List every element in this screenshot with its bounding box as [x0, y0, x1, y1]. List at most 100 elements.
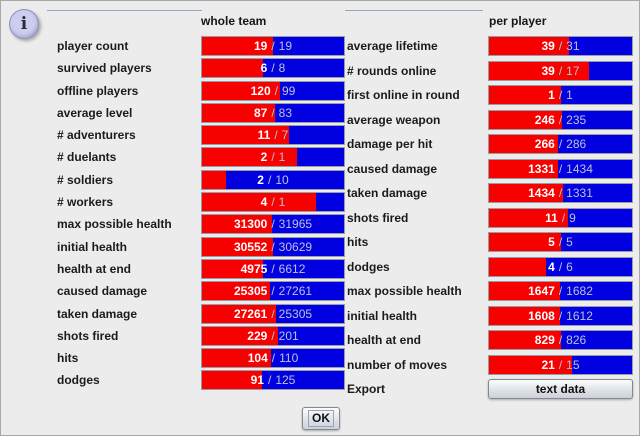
whole-team-column: player count 19/19 survived players 6/8 …: [47, 36, 345, 393]
stat-row: dodges 4/6: [345, 256, 633, 277]
stat-label: damage per hit: [347, 137, 433, 151]
bar-value-red: 2: [260, 150, 268, 165]
bar-value-separator: /: [558, 235, 563, 249]
bar-value-blue: 31965: [278, 217, 313, 232]
stat-bar: 4/6: [488, 256, 633, 277]
bar-values: 31300/31965: [202, 215, 344, 233]
bar-red-segment: [489, 86, 561, 104]
bar-value-red: 1331: [528, 161, 555, 176]
bar-red-segment: [489, 61, 589, 80]
bar-values: 39/31: [489, 37, 632, 55]
bar-value-blue: 1331: [566, 186, 593, 200]
stat-bar: 19/19: [201, 36, 345, 56]
bar-red-segment: [489, 110, 563, 129]
bar-values: 104/110: [202, 349, 344, 367]
bar-value-separator: /: [271, 261, 275, 276]
bar-value-blue: 1: [278, 195, 286, 210]
stat-row: shots fired 229/201: [47, 325, 345, 346]
stat-row: shots fired 11/9: [345, 207, 633, 228]
stat-row: dodges 91/125: [47, 370, 345, 391]
stat-bar: 91/125: [201, 370, 345, 391]
stat-label: average level: [57, 105, 133, 120]
bar-value-blue: 1: [566, 88, 573, 102]
stat-bar: 39/17: [488, 60, 633, 81]
bar-value-blue: 8: [278, 61, 286, 76]
stat-row: average lifetime 39/31: [345, 36, 633, 56]
bar-value-red: 1: [548, 88, 555, 102]
bar-red-segment: [202, 170, 226, 189]
stat-label: caused damage: [57, 284, 148, 299]
stat-row: first online in round 1/1: [345, 85, 633, 105]
bar-red-segment: [202, 103, 275, 122]
bar-values: 1/1: [489, 86, 632, 104]
bar-value-separator: /: [558, 63, 563, 78]
stat-label: caused damage: [347, 161, 438, 176]
bar-value-separator: /: [558, 284, 563, 298]
stat-bar: 87/83: [201, 102, 345, 123]
bar-value-blue: 15: [566, 357, 580, 372]
stat-bar: 229/201: [201, 325, 345, 346]
bar-value-separator: /: [271, 239, 275, 254]
bar-red-segment: [202, 148, 297, 167]
bar-red-segment: [489, 306, 561, 325]
bar-value-separator: /: [558, 161, 563, 176]
stat-row: initial health 30552/30629: [47, 236, 345, 257]
ok-button[interactable]: OK: [302, 407, 340, 430]
stat-bar: 829/826: [488, 330, 633, 350]
bar-values: 39/17: [489, 62, 632, 80]
per-player-header: per player: [489, 14, 547, 28]
stat-label: number of moves: [347, 357, 448, 372]
stat-bar: 2/1: [201, 147, 345, 168]
bar-values: 4/1: [202, 193, 344, 211]
bar-value-red: 87: [253, 105, 268, 120]
bar-value-blue: 110: [279, 351, 299, 366]
bar-value-red: 4: [548, 259, 555, 274]
bar-value-separator: /: [558, 88, 563, 102]
bar-values: 27261/25305: [202, 305, 344, 323]
bar-values: 120/ 99: [202, 82, 344, 100]
bar-values: 1608/1612: [489, 307, 632, 325]
stat-bar: 21/15: [488, 354, 633, 375]
stat-label: average weapon: [347, 112, 441, 127]
bar-red-segment: [202, 81, 280, 100]
bar-values: 11/7: [202, 126, 344, 144]
bar-value-red: 39: [541, 63, 555, 78]
stat-label: # duelants: [57, 150, 117, 165]
bar-value-blue: 25305: [278, 306, 313, 321]
bar-value-blue: 10: [275, 172, 289, 187]
whole-team-header: whole team: [201, 14, 267, 28]
bar-red-segment: [202, 282, 271, 301]
bar-value-red: 4: [260, 195, 268, 210]
bar-values: 91/125: [202, 371, 344, 389]
bar-values: 2/10: [202, 171, 344, 189]
stat-bar: 1608/1612: [488, 305, 633, 326]
bar-value-separator: /: [271, 105, 275, 120]
stat-label: # workers: [57, 195, 114, 210]
stat-bar: 4975/6612: [201, 258, 345, 279]
ok-button-label: OK: [308, 410, 334, 427]
stat-row: offline players 120/ 99: [47, 80, 345, 101]
bar-red-segment: [202, 215, 273, 234]
bar-value-blue: 201: [278, 328, 299, 343]
bar-values: 19/19: [202, 37, 344, 55]
stat-bar: 31300/31965: [201, 214, 345, 235]
bar-values: 25305/27261: [202, 282, 344, 300]
stat-bar: 11/9: [488, 207, 633, 228]
bar-value-blue: 235: [566, 112, 587, 127]
bar-value-blue: 31: [566, 39, 580, 53]
stat-row: caused damage 1331/1434: [345, 158, 633, 179]
stat-label: initial health: [347, 308, 418, 323]
bar-red-segment: [489, 282, 560, 300]
bar-value-blue: 1612: [566, 308, 593, 323]
bar-value-separator: /: [561, 210, 566, 225]
bar-values: 5/5: [489, 233, 632, 251]
stat-row: average level 87/83: [47, 102, 345, 123]
stat-label: # rounds online: [347, 63, 437, 78]
bar-value-separator: /: [271, 195, 275, 210]
bar-value-separator: /: [271, 217, 275, 232]
stat-label: shots fired: [347, 210, 409, 225]
stat-label: # adventurers: [57, 128, 136, 143]
bar-value-separator: /: [274, 128, 278, 143]
text-data-button[interactable]: text data: [488, 379, 633, 399]
stat-row: hits 5/5: [345, 232, 633, 252]
